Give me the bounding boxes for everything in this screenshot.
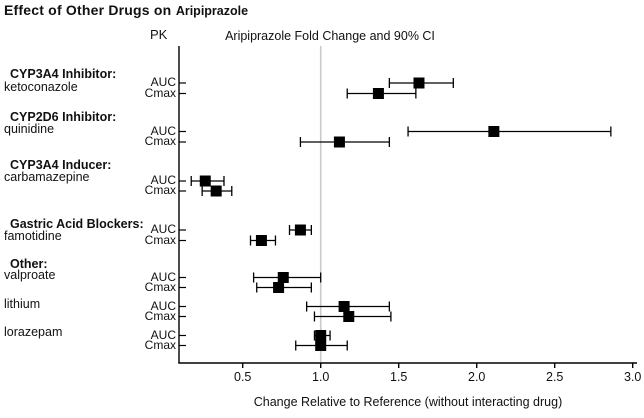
point-estimate-marker (413, 77, 425, 89)
drug-label: valproate (4, 268, 56, 282)
point-estimate-marker (277, 272, 289, 283)
x-axis-label: Change Relative to Reference (without in… (253, 395, 563, 409)
point-estimate-marker (372, 88, 384, 99)
pk-row-label: AUC (150, 269, 176, 284)
group-label: CYP3A4 Inducer: (10, 158, 112, 172)
x-tick-label: 2.0 (468, 370, 485, 384)
pk-row-label: Cmax (144, 134, 176, 148)
pk-row-label: AUC (150, 222, 176, 236)
pk-column-header: PK (150, 27, 168, 42)
figure-title-main: Effect of Other Drugs on (4, 2, 172, 18)
pk-row-label: Cmax (144, 85, 176, 100)
point-estimate-marker (294, 224, 306, 236)
x-tick-label: 0.5 (234, 370, 251, 384)
drug-label: lithium (4, 297, 41, 311)
group-label: Gastric Acid Blockers: (10, 217, 144, 231)
group-label: CYP3A4 Inhibitor: (10, 67, 117, 81)
point-estimate-marker (273, 282, 285, 293)
drug-label: ketoconazole (4, 80, 78, 94)
point-estimate-marker (199, 175, 211, 187)
pk-row-label: AUC (150, 75, 176, 89)
drug-label: lorazepam (4, 325, 63, 339)
x-tick-label: 2.5 (546, 370, 563, 384)
point-estimate-marker (210, 185, 222, 197)
point-estimate-marker (315, 330, 327, 341)
pk-row-label: Cmax (144, 279, 176, 294)
point-estimate-marker (488, 126, 500, 137)
x-tick-label: 3.0 (624, 370, 641, 384)
x-tick-label: 1.5 (390, 370, 407, 384)
pk-row-label: Cmax (144, 308, 176, 323)
drug-label: quinidine (4, 122, 55, 136)
plot-column-header: Aripiprazole Fold Change and 90% CI (225, 29, 435, 43)
x-tick-label: 1.0 (312, 370, 329, 384)
pk-row-label: AUC (150, 123, 176, 138)
point-estimate-marker (315, 340, 327, 351)
pk-row-label: Cmax (144, 337, 176, 352)
point-estimate-marker (255, 235, 267, 246)
point-estimate-marker (338, 301, 350, 312)
group-label: CYP2D6 Inhibitor: (10, 110, 117, 124)
pk-row-label: AUC (150, 298, 176, 313)
drug-label: famotidine (4, 229, 62, 243)
group-label: Other: (10, 257, 48, 271)
point-estimate-marker (333, 136, 345, 148)
point-estimate-marker (343, 311, 355, 322)
drug-label: carbamazepine (4, 170, 90, 184)
pk-row-label: Cmax (144, 232, 176, 247)
pk-row-label: AUC (150, 173, 176, 187)
pk-row-label: Cmax (144, 183, 176, 197)
figure-title: Effect of Other Drugs on Aripiprazole (4, 2, 248, 20)
pk-row-label: AUC (150, 327, 176, 342)
figure-title-drug: Aripiprazole (175, 4, 249, 18)
